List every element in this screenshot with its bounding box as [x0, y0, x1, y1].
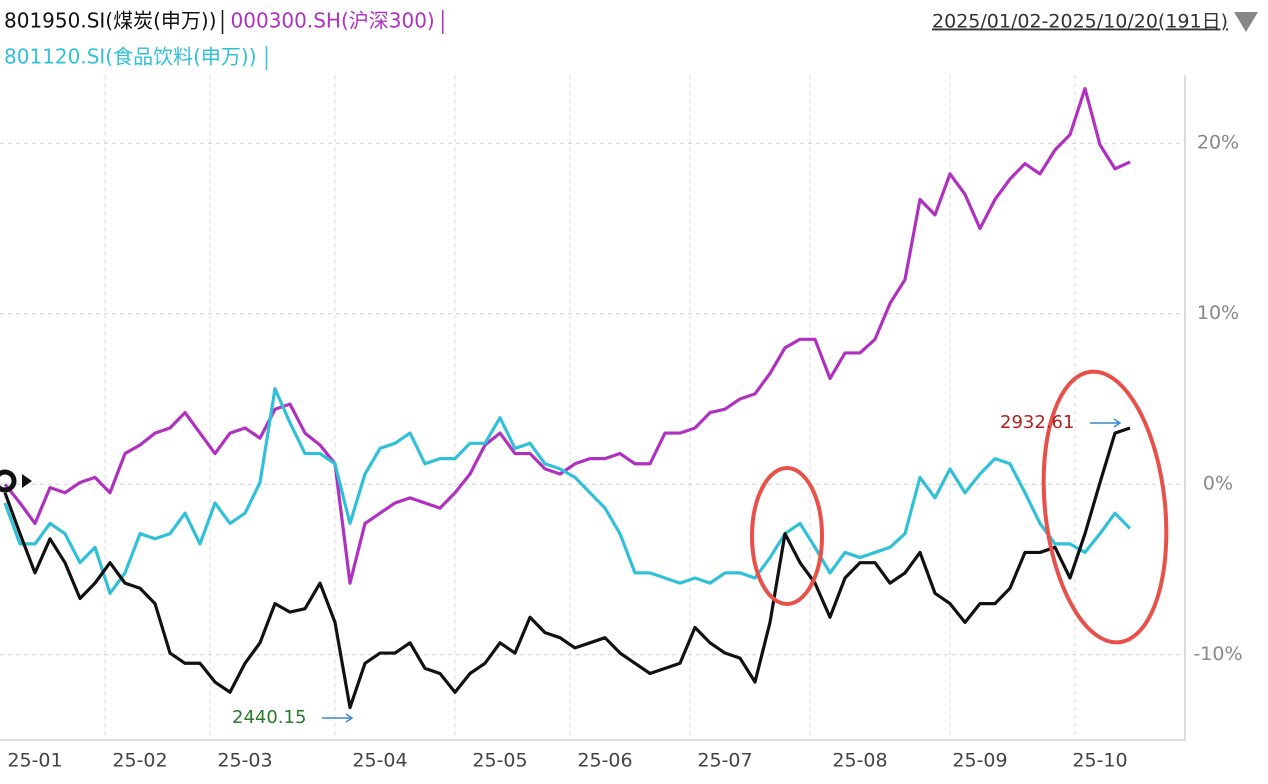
y-tick-label: 20% [1197, 132, 1239, 154]
x-tick-label: 25-10 [1072, 750, 1127, 772]
start-marker [0, 469, 17, 493]
x-tick-label: 25-04 [352, 750, 407, 772]
legend-title: 000300.SH(沪深300) [231, 9, 435, 33]
month-grid [104, 75, 1076, 740]
series-line [3, 387, 1132, 595]
dropdown-icon[interactable] [1234, 12, 1258, 32]
arrow [1090, 418, 1122, 428]
highlight-circle [1041, 369, 1169, 645]
date-range[interactable]: 2025/01/02-2025/10/20(191日) [932, 11, 1228, 33]
x-tick-label: 25-03 [217, 750, 272, 772]
x-tick-label: 25-02 [112, 750, 167, 772]
legend-title: 801120.SI(食品饮料(申万)) [4, 45, 257, 69]
lines [3, 87, 1132, 710]
x-tick-label: 25-05 [472, 750, 527, 772]
min-annotation: 2440.15 [232, 707, 306, 728]
highlight-circle [750, 466, 824, 606]
series-line [3, 426, 1131, 710]
x-tick-label: 25-07 [697, 750, 752, 772]
y-tick-label: -10% [1193, 643, 1242, 665]
start-arrow [22, 474, 32, 488]
legend-title: 801950.SI(煤炭(申万)) [4, 9, 217, 33]
arrow [322, 713, 354, 723]
max-annotation: 2932.61 [1000, 412, 1074, 433]
y-tick-label: 0% [1203, 473, 1233, 495]
x-tick-label: 25-09 [952, 750, 1007, 772]
x-tick-label: 25-08 [832, 750, 887, 772]
grid [0, 142, 1185, 656]
x-tick-label: 25-06 [577, 750, 632, 772]
x-tick-label: 25-01 [7, 750, 62, 772]
y-tick-label: 10% [1197, 302, 1239, 324]
series-line [3, 87, 1131, 585]
